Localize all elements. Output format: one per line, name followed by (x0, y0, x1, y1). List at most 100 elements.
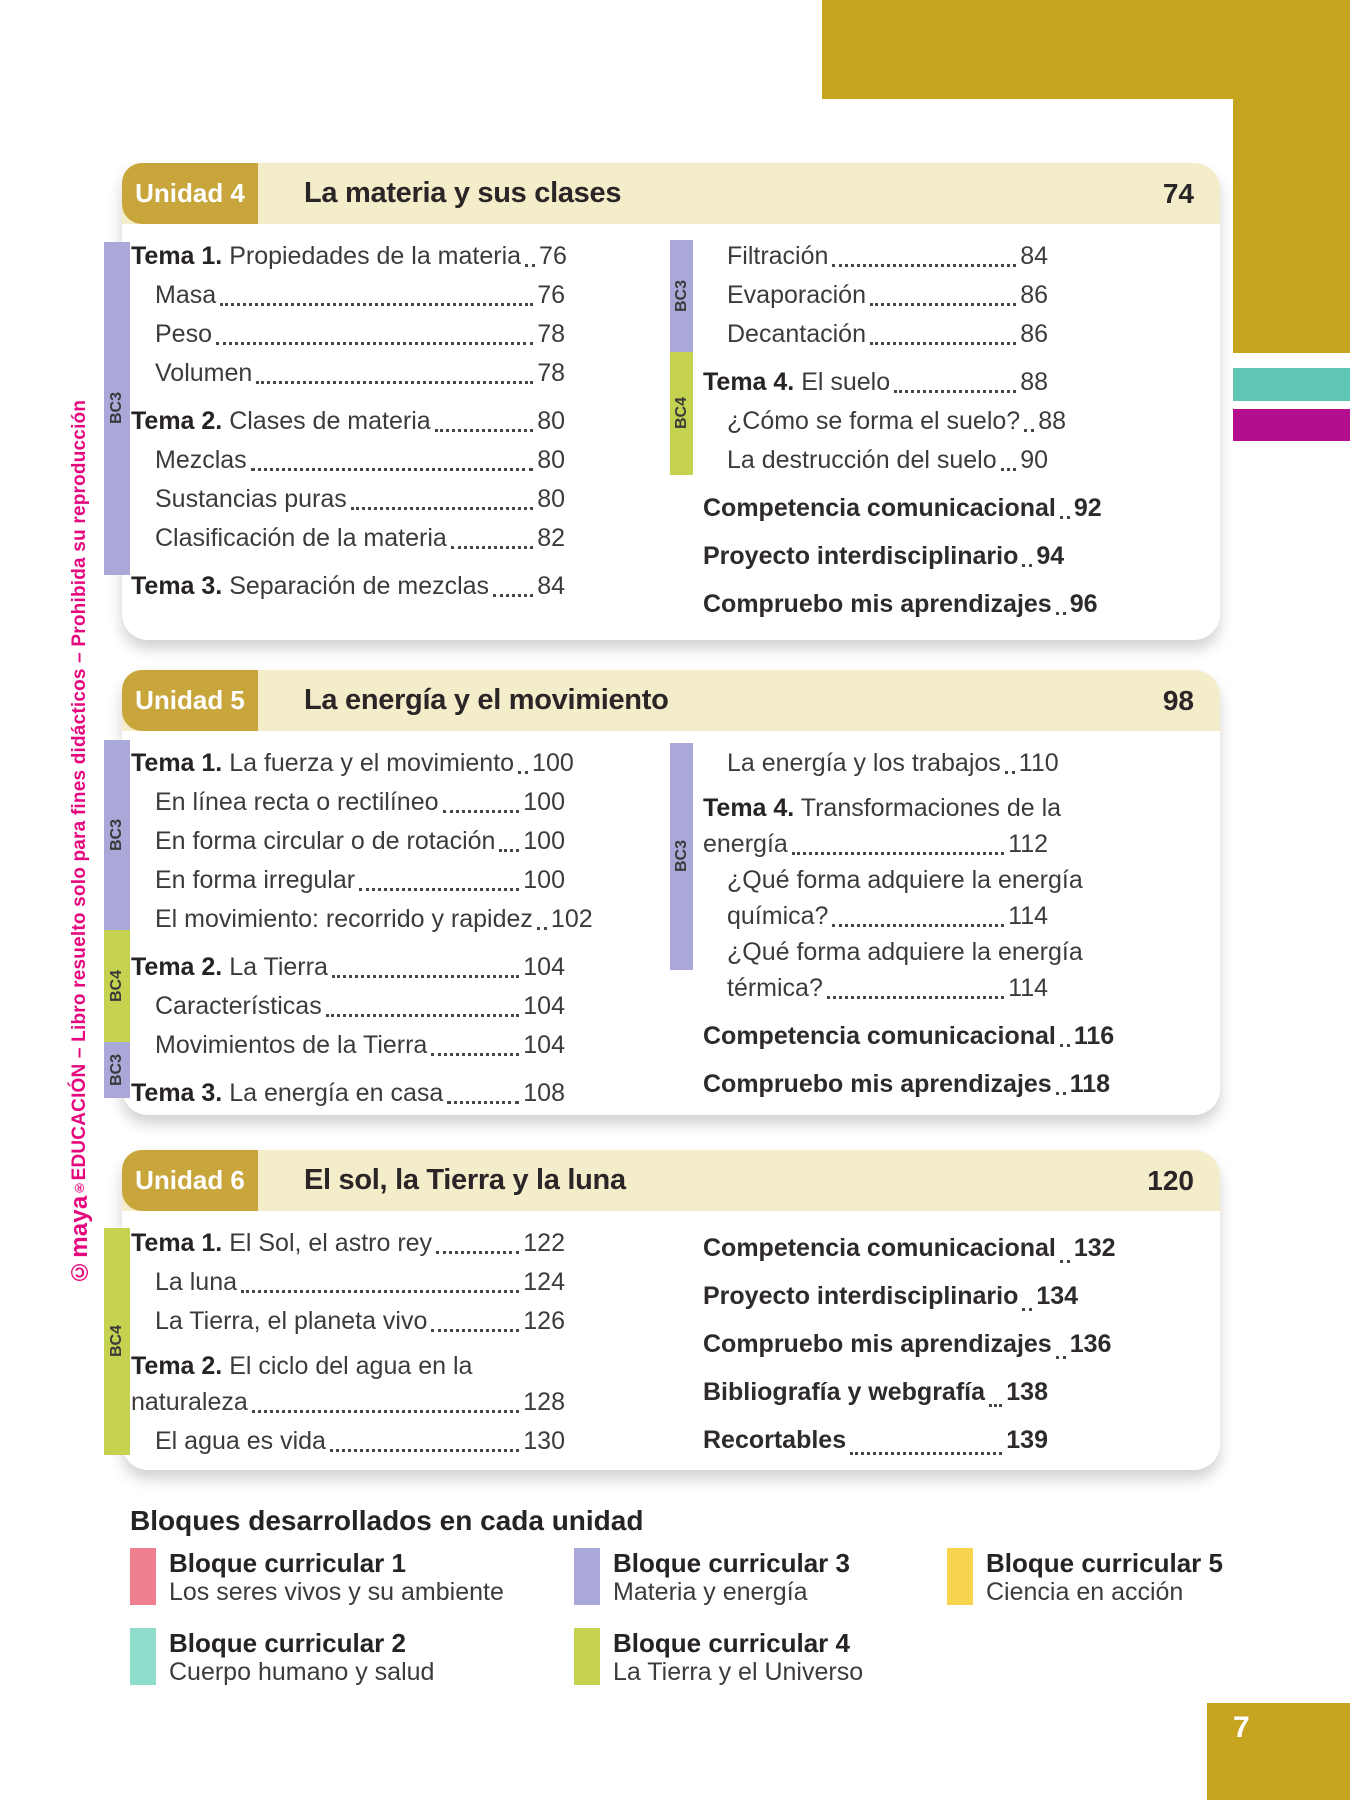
toc-label: Proyecto interdisciplinario (703, 1282, 1019, 1310)
toc-label: Tema 2. Clases de materia (131, 407, 431, 435)
toc-label: En línea recta o rectilíneo (155, 788, 439, 816)
toc-leader-dots (518, 771, 529, 774)
toc-page-number: 80 (537, 485, 565, 513)
page-number: 7 (1233, 1711, 1250, 1744)
toc-page-number: 118 (1069, 1070, 1111, 1098)
toc-leader-dots (832, 924, 1005, 927)
toc-entry: Tema 2. La Tierra 104 (131, 948, 565, 987)
legend-item-name: Bloque curricular 4 (613, 1628, 850, 1658)
toc-entry: Decantación 86 (703, 315, 1048, 354)
toc-page-number: 92 (1073, 494, 1102, 522)
toc-label: Sustancias puras (155, 485, 347, 513)
legend-item-description: Los seres vivos y su ambiente (169, 1578, 504, 1606)
toc-page-number: 86 (1020, 320, 1048, 348)
legend-item: Bloque curricular 2 Cuerpo humano y salud (130, 1628, 434, 1686)
toc-page-number: 114 (1008, 974, 1048, 1002)
toc-entry: La destrucción del suelo 90 (703, 441, 1048, 480)
toc-page-number: 96 (1069, 590, 1098, 618)
unit-title: La energía y el movimiento (304, 684, 669, 716)
toc-entry: En línea recta o rectilíneo 100 (131, 783, 565, 822)
toc-leader-dots (434, 429, 534, 432)
toc-label: Tema 1. La fuerza y el movimiento (131, 749, 515, 777)
toc-entry: Bibliografía y webgrafía 138 (703, 1368, 1048, 1416)
toc-entry: El movimiento: recorrido y rapidez 102 (131, 900, 593, 939)
toc-leader-dots (1055, 1356, 1066, 1359)
toc-page-number: 126 (523, 1307, 565, 1335)
legend-item-description: Cuerpo humano y salud (169, 1658, 435, 1686)
toc-entry: Compruebo mis aprendizajes 96 (703, 585, 1098, 624)
toc-entry: ¿Qué forma adquiere la energía (703, 936, 1083, 969)
toc-label: química? (727, 902, 829, 930)
toc-label: En forma irregular (155, 866, 356, 894)
unit-body: Tema 1. La fuerza y el movimiento 100 En l… (122, 731, 1220, 1115)
toc-label: En forma circular o de rotación (155, 827, 496, 855)
toc-leader-dots (1000, 468, 1017, 471)
curricular-block-tab: BC3 (670, 240, 693, 352)
toc-entry: El agua es vida 130 (131, 1422, 565, 1461)
toc-label: Clasificación de la materia (155, 524, 447, 552)
toc-page-number: 84 (1020, 242, 1048, 270)
toc-leader-dots (1055, 1092, 1066, 1095)
toc-leader-dots (325, 1014, 520, 1017)
toc-leader-dots (791, 852, 1005, 855)
toc-leader-dots (850, 1452, 1003, 1455)
toc-label: Tema 4. El suelo (703, 368, 891, 396)
toc-label: Características (155, 992, 322, 1020)
legend-item-description: La Tierra y el Universo (613, 1658, 864, 1686)
toc-label: térmica? (727, 974, 823, 1002)
toc-entry: Tema 3. La energía en casa 108 (131, 1074, 565, 1113)
toc-leader-dots (1004, 771, 1015, 774)
curricular-block-tab-label: BC4 (672, 397, 690, 430)
footer-page-box: 7 (1207, 1703, 1350, 1800)
decorative-gold-column (1233, 0, 1350, 353)
toc-entry: naturaleza 128 (131, 1383, 565, 1422)
legend-color-swatch (574, 1628, 600, 1685)
unit-title: La materia y sus clases (304, 177, 622, 209)
toc-leader-dots (329, 1449, 520, 1452)
toc-leader-dots (331, 975, 520, 978)
toc-page-number: 104 (523, 992, 565, 1020)
legend-color-swatch (947, 1548, 973, 1605)
unit-badge: Unidad 5 (122, 670, 258, 731)
legend-item: Bloque curricular 3 Materia y energía (574, 1548, 850, 1606)
toc-page-number: 100 (523, 866, 565, 894)
curricular-block-tab-label: BC3 (672, 840, 690, 873)
registered-mark: ® (72, 1180, 87, 1196)
toc-label: Tema 2. La Tierra (131, 953, 328, 981)
unit-card-6: Unidad 6 El sol, la Tierra y la luna 120… (122, 1150, 1220, 1470)
toc-entry: Sustancias puras 80 (131, 480, 565, 519)
legend-item-description: Materia y energía (613, 1578, 808, 1606)
toc-label: Tema 4. Transformaciones de la (703, 794, 1062, 822)
toc-page-number: 76 (537, 281, 565, 309)
toc-entry: Filtración 84 (703, 237, 1048, 276)
toc-entry: Mezclas 80 (131, 441, 565, 480)
toc-leader-dots (1059, 1260, 1070, 1263)
toc-entry: Recortables 139 (703, 1416, 1048, 1464)
legend-item: Bloque curricular 1 Los seres vivos y su … (130, 1548, 504, 1606)
toc-label: Masa (155, 281, 217, 309)
toc-page-number: 116 (1073, 1022, 1115, 1050)
unit-header: Unidad 4 La materia y sus clases 74 (122, 163, 1220, 224)
toc-page-number: 102 (550, 905, 593, 933)
toc-entry: química? 114 (703, 897, 1048, 936)
curricular-block-tab: BC3 (104, 1042, 130, 1098)
toc-label: Tema 3. Separación de mezclas (131, 572, 490, 600)
toc-label: ¿Cómo se forma el suelo? (727, 407, 1021, 435)
unit-start-page: 120 (1147, 1164, 1194, 1196)
toc-leader-dots (1022, 1308, 1033, 1311)
curricular-block-tab-label: BC4 (108, 969, 125, 1002)
curricular-block-tab: BC4 (104, 930, 130, 1042)
toc-leader-dots (431, 1329, 520, 1332)
toc-leader-dots (832, 264, 1017, 267)
toc-page-number: 124 (523, 1268, 565, 1296)
curricular-block-tab-label: BC3 (672, 279, 690, 312)
toc-leader-dots (894, 390, 1017, 393)
toc-leader-dots (241, 1290, 520, 1293)
toc-page-number: 128 (523, 1388, 565, 1416)
toc-label: Peso (155, 320, 212, 348)
toc-entry: Movimientos de la Tierra 104 (131, 1026, 565, 1065)
toc-entry: Evaporación 86 (703, 276, 1048, 315)
toc-entry: Competencia comunicacional 132 (703, 1224, 1116, 1272)
toc-label: ¿Qué forma adquiere la energía (727, 866, 1083, 894)
legend-color-swatch (130, 1548, 156, 1605)
